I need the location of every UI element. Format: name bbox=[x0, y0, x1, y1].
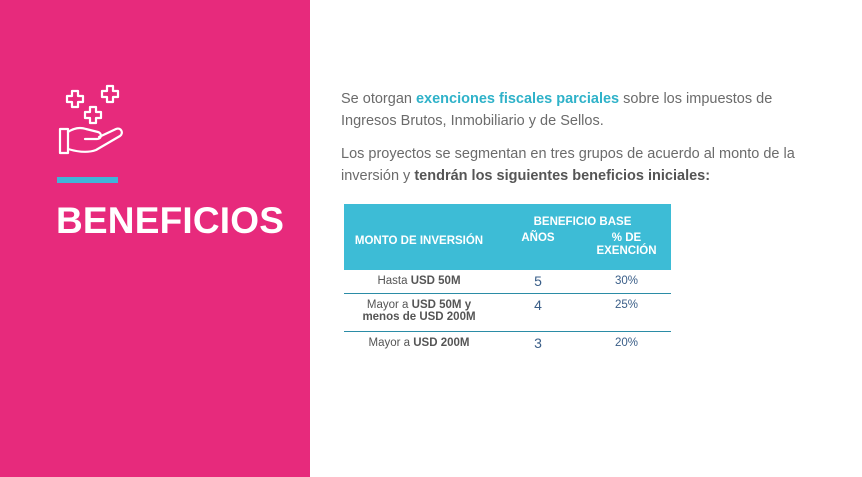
header-pct-exencion: % DE EXENCIÓN bbox=[582, 228, 671, 270]
highlight-beneficios: tendrán los siguientes beneficios inicia… bbox=[414, 168, 711, 184]
monto-amount: USD 200M bbox=[413, 337, 470, 349]
table-row: Mayor a USD 200M 3 20% bbox=[344, 332, 671, 356]
monto-amount: USD 50M bbox=[410, 275, 461, 287]
years-cell: 3 bbox=[534, 335, 542, 351]
monto-prefix: Mayor a bbox=[366, 299, 412, 311]
monto-cell: Hasta USD 50M bbox=[344, 270, 494, 294]
header-monto-label: MONTO DE INVERSIÓN bbox=[354, 235, 484, 247]
years-cell: 4 bbox=[494, 293, 582, 332]
header-pct-line2: EXENCIÓN bbox=[596, 245, 657, 257]
title-panel: BENEFICIOS bbox=[0, 0, 310, 477]
table-row: Hasta USD 50M 5 30% bbox=[344, 270, 671, 294]
monto-prefix: Mayor a bbox=[368, 337, 414, 349]
monto-cell: Mayor a USD 50M y menos de USD 200M bbox=[344, 293, 494, 332]
benefits-table: MONTO DE INVERSIÓN BENEFICIO BASE AÑOS %… bbox=[344, 204, 671, 355]
monto-prefix: Hasta bbox=[377, 275, 411, 287]
pct-cell: 20% bbox=[614, 337, 639, 349]
hand-with-plus-signs-icon bbox=[58, 84, 123, 155]
accent-bar bbox=[57, 177, 118, 183]
header-monto: MONTO DE INVERSIÓN bbox=[344, 204, 494, 270]
monto-cell: Mayor a USD 200M bbox=[344, 332, 494, 356]
header-pct-line1: % DE bbox=[611, 232, 642, 244]
years-cell: 5 bbox=[494, 270, 582, 294]
segment-text: Los proyectos se segmentan en tres grupo… bbox=[341, 146, 795, 184]
highlight-exenciones: exenciones fiscales parciales bbox=[415, 91, 620, 107]
intro-paragraph-2: Los proyectos se segmentan en tres grupo… bbox=[341, 143, 801, 187]
page-title: BENEFICIOS bbox=[56, 200, 285, 241]
monto-amount-cont: menos de USD 200M bbox=[362, 311, 476, 323]
intro-text: Se otorgan bbox=[341, 91, 416, 107]
intro-text-cont: sobre los impuestos de Ingresos Brutos, … bbox=[341, 91, 773, 129]
monto-amount: USD 50M y bbox=[411, 299, 472, 311]
table-row: Mayor a USD 50M y menos de USD 200M 4 25% bbox=[344, 293, 671, 332]
header-anos: AÑOS bbox=[494, 228, 582, 270]
intro-paragraph-1: Se otorgan exenciones fiscales parciales… bbox=[341, 88, 801, 132]
header-beneficio-base: BENEFICIO BASE bbox=[494, 204, 671, 228]
pct-cell: 30% bbox=[582, 270, 671, 294]
pct-cell: 25% bbox=[582, 293, 671, 332]
